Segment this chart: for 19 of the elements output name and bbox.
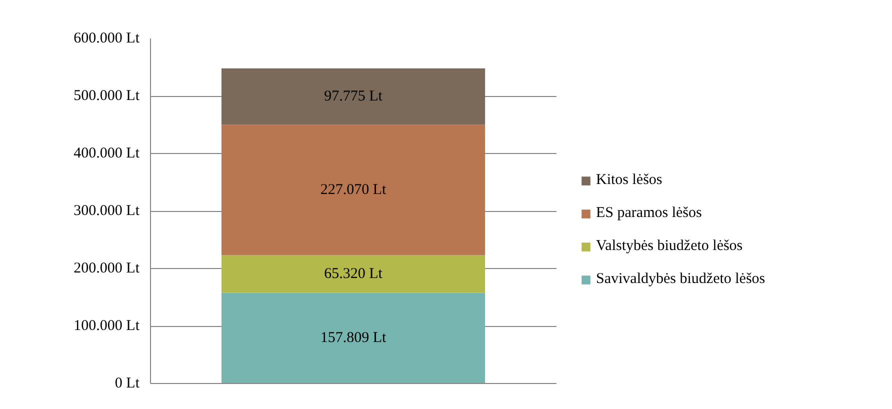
y-tick-label: 200.000 Lt (74, 260, 140, 276)
bar (221, 292, 486, 384)
y-tick-label: 0 Lt (114, 376, 140, 392)
y-tick-label: 300.000 Lt (74, 203, 140, 219)
data-label: 65.320 Lt (324, 266, 384, 282)
bar (221, 255, 486, 293)
bar (221, 68, 486, 125)
y-tick-label: 100.000 Lt (74, 318, 140, 334)
legend-label: Kitos lėšos (596, 172, 662, 189)
data-label: 227.070 Lt (320, 182, 388, 198)
legend-label: ES paramos lėšos (596, 205, 702, 222)
y-tick-label: 600.000 Lt (74, 30, 140, 46)
y-tick-label: 500.000 Lt (74, 88, 140, 104)
y-tick-label: 400.000 Lt (74, 146, 140, 162)
data-label: 157.809 Lt (320, 330, 388, 346)
bar (221, 124, 486, 256)
legend-label: Savivaldybės biudžeto lėšos (596, 271, 766, 288)
legend-label: Valstybės biudžeto lėšos (596, 238, 743, 255)
data-label: 97.775 Lt (324, 88, 384, 105)
